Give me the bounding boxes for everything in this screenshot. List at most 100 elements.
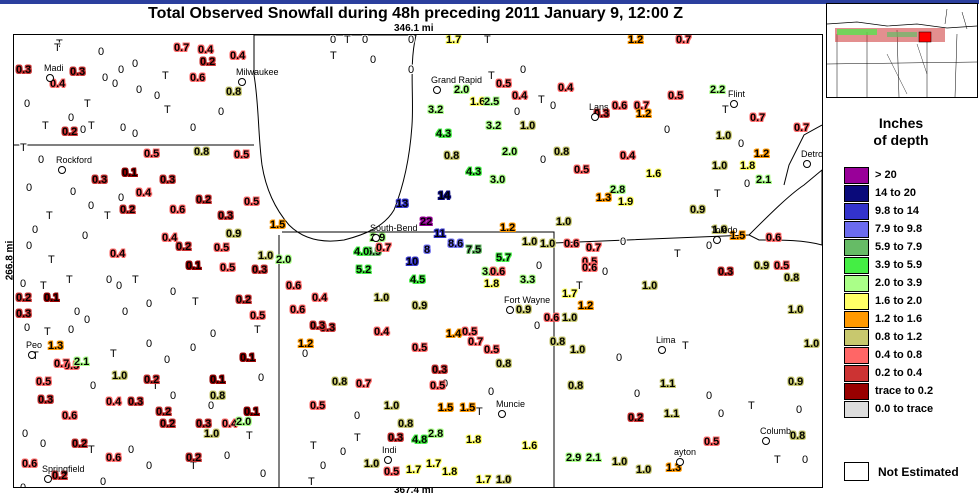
trace-observation[interactable]: 0 xyxy=(706,390,713,402)
trace-observation[interactable]: 0 xyxy=(40,438,47,450)
snowfall-observation[interactable]: 1.2 xyxy=(636,108,652,120)
trace-observation[interactable]: 0 xyxy=(218,106,225,118)
trace-observation[interactable]: 0 xyxy=(116,280,123,292)
snowfall-observation[interactable]: 0.4 xyxy=(162,232,178,244)
snowfall-observation[interactable]: 0.3 xyxy=(92,174,108,186)
snowfall-observation[interactable]: 0.5 xyxy=(484,344,500,356)
snowfall-observation[interactable]: 0.1 xyxy=(210,374,226,386)
snowfall-observation[interactable]: 0.8 xyxy=(332,376,348,388)
trace-observation[interactable]: T xyxy=(254,324,261,336)
snowfall-observation[interactable]: 0.3 xyxy=(70,66,86,78)
snowfall-observation[interactable]: 2.0 xyxy=(454,84,470,96)
trace-observation[interactable]: 0 xyxy=(520,64,527,76)
snowfall-observation[interactable]: 5.7 xyxy=(496,252,512,264)
snowfall-observation[interactable]: 0.9 xyxy=(754,260,770,272)
trace-observation[interactable]: 0 xyxy=(88,200,95,212)
trace-observation[interactable]: 0 xyxy=(340,446,347,458)
snowfall-observation[interactable]: 0.5 xyxy=(244,196,260,208)
snowfall-observation[interactable]: 0.5 xyxy=(214,242,230,254)
trace-observation[interactable]: 0 xyxy=(146,460,153,472)
trace-observation[interactable]: 0 xyxy=(550,100,557,112)
snowfall-observation[interactable]: 1.0 xyxy=(258,250,274,262)
trace-observation[interactable]: T xyxy=(538,94,545,106)
snowfall-observation[interactable]: 0.2 xyxy=(176,241,192,253)
trace-observation[interactable]: 0 xyxy=(738,138,745,150)
trace-observation[interactable]: 0 xyxy=(154,90,161,102)
trace-observation[interactable]: 0 xyxy=(136,84,143,96)
snowfall-observation[interactable]: 2.9 xyxy=(566,452,582,464)
trace-observation[interactable]: T xyxy=(674,248,681,260)
snowfall-observation[interactable]: 0.8 xyxy=(568,380,584,392)
snowfall-observation[interactable]: 7.5 xyxy=(466,244,482,256)
snowfall-observation[interactable]: 1.6 xyxy=(470,96,486,108)
trace-observation[interactable]: 0 xyxy=(370,54,377,66)
snowfall-observation[interactable]: 2.8 xyxy=(428,428,444,440)
snowfall-observation[interactable]: 0.4 xyxy=(222,418,238,430)
snowfall-observation[interactable]: 0.7 xyxy=(676,34,692,46)
snowfall-observation[interactable]: 0.9 xyxy=(690,204,706,216)
snowfall-observation[interactable]: 0.2 xyxy=(120,204,136,216)
trace-observation[interactable]: 0 xyxy=(534,320,541,332)
snowfall-observation[interactable]: 0.9 xyxy=(226,228,242,240)
snowfall-observation[interactable]: 13 xyxy=(396,198,409,210)
trace-observation[interactable]: 0 xyxy=(620,236,627,248)
snowfall-observation[interactable]: 4.3 xyxy=(466,166,482,178)
snowfall-observation[interactable]: 0.6 xyxy=(106,452,122,464)
snowfall-observation[interactable]: 0.4 xyxy=(374,326,390,338)
snowfall-observation[interactable]: 1.2 xyxy=(628,34,644,46)
snowfall-observation[interactable]: 1.0 xyxy=(496,474,512,486)
snowfall-observation[interactable]: 0.8 xyxy=(194,146,210,158)
snowfall-observation[interactable]: 0.4 xyxy=(136,187,152,199)
snowfall-observation[interactable]: 0.5 xyxy=(462,326,478,338)
trace-observation[interactable]: T xyxy=(164,104,171,116)
snowfall-observation[interactable]: 0.6 xyxy=(490,266,506,278)
snowfall-observation[interactable]: 1.8 xyxy=(466,434,482,446)
snowfall-observation[interactable]: 0.3 xyxy=(320,322,336,334)
trace-observation[interactable]: 0 xyxy=(98,46,105,58)
snowfall-observation[interactable]: 0.3 xyxy=(160,174,176,186)
trace-observation[interactable]: 0 xyxy=(100,476,107,488)
snowfall-observation[interactable]: 0.5 xyxy=(144,148,160,160)
snowfall-observation[interactable]: 0.5 xyxy=(704,436,720,448)
trace-observation[interactable]: T xyxy=(484,34,491,46)
snowfall-observation[interactable]: 0.3 xyxy=(128,396,144,408)
trace-observation[interactable]: T xyxy=(110,348,117,360)
snowfall-observation[interactable]: 1.0 xyxy=(636,464,652,476)
trace-observation[interactable]: 0 xyxy=(146,298,153,310)
snowfall-observation[interactable]: 2.5 xyxy=(484,96,500,108)
snowfall-observation[interactable]: 0.6 xyxy=(190,72,206,84)
trace-observation[interactable]: 0 xyxy=(320,460,327,472)
snowfall-observation[interactable]: 1.7 xyxy=(562,288,578,300)
snowfall-observation[interactable]: 0.2 xyxy=(160,418,176,430)
snowfall-observation[interactable]: 0.7 xyxy=(356,378,372,390)
snowfall-observation[interactable]: 0.4 xyxy=(50,78,66,90)
snowfall-observation[interactable]: 0.8 xyxy=(398,418,414,430)
snowfall-observation[interactable]: 1.0 xyxy=(384,400,400,412)
snowfall-observation[interactable]: 1.7 xyxy=(426,458,442,470)
snowfall-observation[interactable]: 0.4 xyxy=(312,292,328,304)
snowfall-observation[interactable]: 1.0 xyxy=(570,344,586,356)
snowfall-observation[interactable]: 0.2 xyxy=(628,412,644,424)
snowfall-observation[interactable]: 2.1 xyxy=(74,356,90,368)
trace-observation[interactable]: 0 xyxy=(102,72,109,84)
snowfall-observation[interactable]: 1.7 xyxy=(476,474,492,486)
trace-observation[interactable]: 0 xyxy=(122,306,129,318)
trace-observation[interactable]: 0 xyxy=(38,154,45,166)
trace-observation[interactable]: T xyxy=(20,142,27,154)
snowfall-observation[interactable]: 0.5 xyxy=(574,164,590,176)
snowfall-observation[interactable]: 0.5 xyxy=(384,466,400,478)
trace-observation[interactable]: T xyxy=(42,120,49,132)
trace-observation[interactable]: T xyxy=(488,70,495,82)
trace-observation[interactable]: T xyxy=(476,406,483,418)
trace-observation[interactable]: T xyxy=(192,296,199,308)
snowfall-observation[interactable]: 0.8 xyxy=(226,86,242,98)
snowfall-observation[interactable]: 1.0 xyxy=(712,224,728,236)
snowfall-observation[interactable]: 0.5 xyxy=(36,376,52,388)
snowfall-observation[interactable]: 0.4 xyxy=(512,90,528,102)
snowfall-observation[interactable]: 1.0 xyxy=(364,458,380,470)
trace-observation[interactable]: T xyxy=(330,50,337,62)
snowfall-observation[interactable]: 0.9 xyxy=(516,304,532,316)
trace-observation[interactable]: T xyxy=(310,440,317,452)
snowfall-observation[interactable]: 1.9 xyxy=(618,196,634,208)
